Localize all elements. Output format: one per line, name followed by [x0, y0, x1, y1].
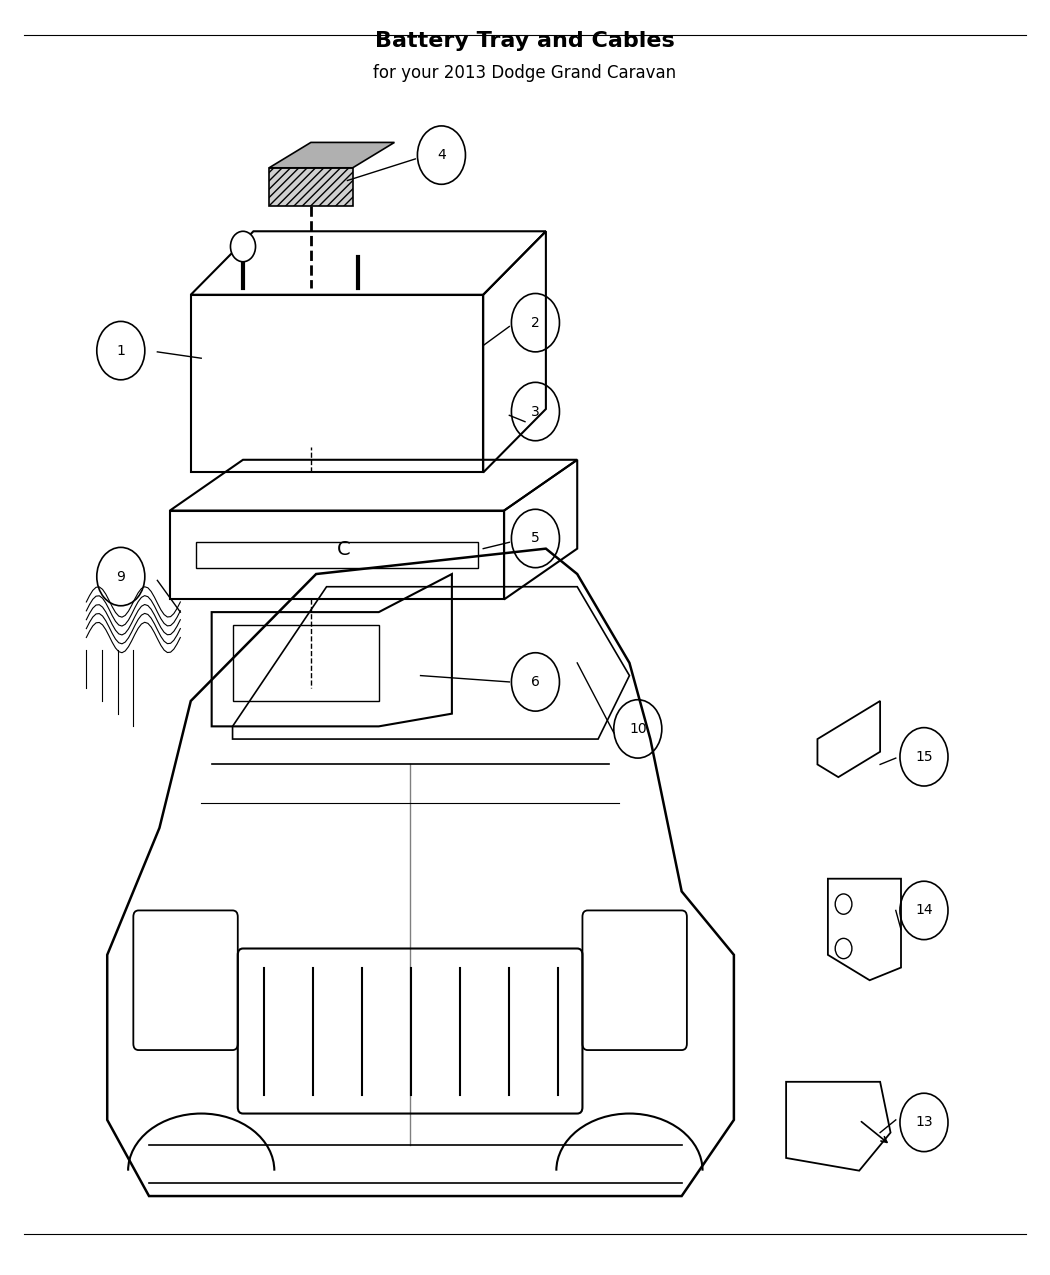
Text: 13: 13 [916, 1116, 932, 1130]
Text: 3: 3 [531, 404, 540, 418]
Text: 1: 1 [117, 343, 125, 357]
Text: Battery Tray and Cables: Battery Tray and Cables [375, 31, 675, 51]
Text: 14: 14 [916, 904, 932, 918]
Text: 15: 15 [916, 750, 932, 764]
Text: 4: 4 [437, 148, 446, 162]
Text: C: C [337, 541, 351, 558]
Polygon shape [269, 168, 353, 205]
Text: 10: 10 [629, 722, 647, 736]
Polygon shape [269, 143, 395, 168]
Circle shape [230, 231, 255, 261]
Text: 5: 5 [531, 532, 540, 546]
Text: 2: 2 [531, 316, 540, 330]
Text: 9: 9 [117, 570, 125, 584]
Text: 6: 6 [531, 674, 540, 688]
Text: for your 2013 Dodge Grand Caravan: for your 2013 Dodge Grand Caravan [374, 64, 676, 82]
